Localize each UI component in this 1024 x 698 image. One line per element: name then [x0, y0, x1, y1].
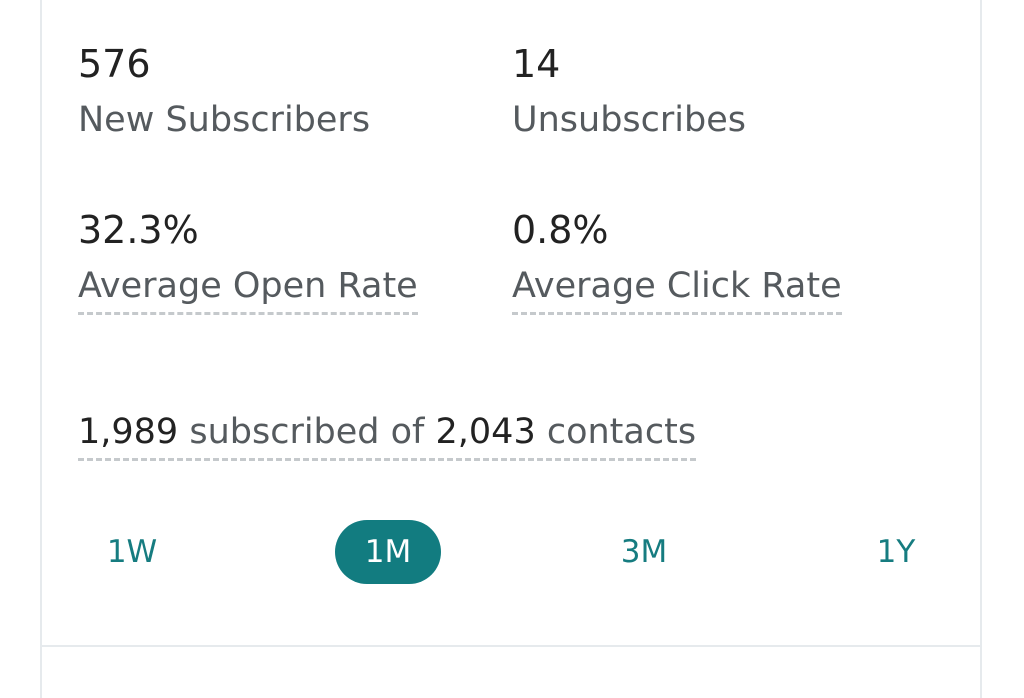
- click-rate-value: 0.8%: [512, 208, 609, 252]
- open-rate-label[interactable]: Average Open Rate: [78, 264, 418, 315]
- stat-new-subscribers: 576 New Subscribers: [78, 42, 370, 142]
- subscribed-of-text: subscribed of: [178, 412, 436, 452]
- new-subscribers-label: New Subscribers: [78, 100, 371, 140]
- stat-open-rate[interactable]: 32.3% Average Open Rate: [78, 208, 418, 315]
- contacts-text: contacts: [535, 412, 697, 452]
- stats-card: [40, 0, 982, 698]
- card-divider: [42, 645, 980, 647]
- total-contacts-count: 2,043: [435, 412, 536, 452]
- unsubscribes-label: Unsubscribes: [512, 100, 747, 140]
- tab-1w[interactable]: 1W: [106, 534, 158, 570]
- new-subscribers-value: 576: [78, 42, 151, 86]
- stat-unsubscribes: 14 Unsubscribes: [512, 42, 746, 142]
- unsubscribes-value: 14: [512, 42, 561, 86]
- click-rate-label[interactable]: Average Click Rate: [512, 264, 842, 315]
- time-range-tabs: 1W 1M 3M 1Y: [0, 520, 1024, 584]
- open-rate-value: 32.3%: [78, 208, 199, 252]
- tab-3m[interactable]: 3M: [620, 534, 668, 570]
- subscription-summary[interactable]: 1,989 subscribed of 2,043 contacts: [78, 410, 697, 461]
- subscribed-count: 1,989: [78, 412, 179, 452]
- stat-click-rate[interactable]: 0.8% Average Click Rate: [512, 208, 842, 315]
- tab-1m[interactable]: 1M: [335, 520, 441, 584]
- tab-1y[interactable]: 1Y: [876, 534, 916, 570]
